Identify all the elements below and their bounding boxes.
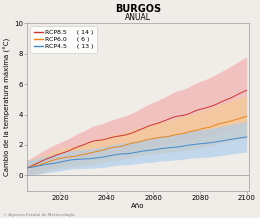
X-axis label: Año: Año [131, 203, 145, 209]
Title: BURGOS: BURGOS [115, 4, 161, 14]
Y-axis label: Cambio de la temperatura máxima (°C): Cambio de la temperatura máxima (°C) [4, 38, 11, 176]
Text: ANUAL: ANUAL [125, 13, 151, 22]
Text: © Agencia Estatal de Meteorología: © Agencia Estatal de Meteorología [3, 213, 74, 217]
Legend: RCP8.5     ( 14 ), RCP6.0     ( 6 ), RCP4.5     ( 13 ): RCP8.5 ( 14 ), RCP6.0 ( 6 ), RCP4.5 ( 13… [30, 26, 97, 53]
